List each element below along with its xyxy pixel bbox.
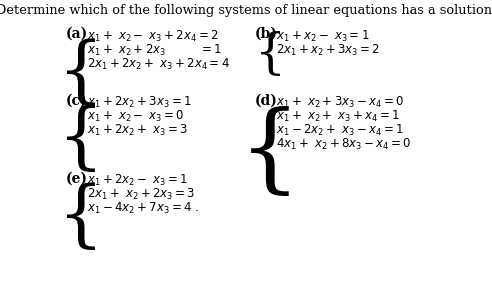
Text: $2x_1 + \ x_2 + 2x_3 = 3$: $2x_1 + \ x_2 + 2x_3 = 3$ (87, 187, 195, 202)
Text: $x_1 + \ x_2 + 2x_3 \qquad\quad = 1$: $x_1 + \ x_2 + 2x_3 \qquad\quad = 1$ (87, 43, 222, 58)
Text: (d): (d) (255, 94, 278, 108)
Text: (c): (c) (65, 94, 87, 108)
Text: (e): (e) (65, 172, 88, 186)
Text: $x_1 + x_2 - \ x_3 = 1$: $x_1 + x_2 - \ x_3 = 1$ (277, 29, 369, 44)
Text: {: { (58, 182, 104, 253)
Text: Determine which of the following systems of linear equations has a solution.: Determine which of the following systems… (0, 4, 492, 17)
Text: $x_1 + \ x_2 + \ x_3 + x_4 = 1$: $x_1 + \ x_2 + \ x_3 + x_4 = 1$ (277, 109, 400, 124)
Text: {: { (255, 31, 286, 78)
Text: $x_1 + \ x_2 - \ x_3 = 0$: $x_1 + \ x_2 - \ x_3 = 0$ (87, 109, 184, 124)
Text: $x_1 + 2x_2 + 3x_3 = 1$: $x_1 + 2x_2 + 3x_3 = 1$ (87, 95, 191, 110)
Text: $x_1 - 4x_2 + 7x_3 = 4 \ .$: $x_1 - 4x_2 + 7x_3 = 4 \ .$ (87, 201, 199, 216)
Text: $x_1 + 2x_2 + \ x_3 = 3$: $x_1 + 2x_2 + \ x_3 = 3$ (87, 123, 187, 138)
Text: $x_1 + \ x_2 - \ x_3 + 2x_4 = 2$: $x_1 + \ x_2 - \ x_3 + 2x_4 = 2$ (87, 29, 218, 44)
Text: $4x_1 + \ x_2 + 8x_3 - x_4 = 0$: $4x_1 + \ x_2 + 8x_3 - x_4 = 0$ (277, 137, 412, 152)
Text: $2x_1 + 2x_2 + \ x_3 + 2x_4 = 4$: $2x_1 + 2x_2 + \ x_3 + 2x_4 = 4$ (87, 57, 230, 72)
Text: {: { (58, 104, 104, 175)
Text: (a): (a) (65, 27, 88, 41)
Text: $x_1 - 2x_2 + \ x_3 - x_4 = 1$: $x_1 - 2x_2 + \ x_3 - x_4 = 1$ (277, 123, 404, 138)
Text: (b): (b) (255, 27, 278, 41)
Text: $x_1 + \ x_2 + 3x_3 - x_4 = 0$: $x_1 + \ x_2 + 3x_3 - x_4 = 0$ (277, 95, 404, 110)
Text: $x_1 + 2x_2 - \ x_3 = 1$: $x_1 + 2x_2 - \ x_3 = 1$ (87, 173, 187, 188)
Text: $2x_1 + x_2 + 3x_3 = 2$: $2x_1 + x_2 + 3x_3 = 2$ (277, 43, 380, 58)
Text: {: { (58, 38, 104, 109)
Text: {: { (239, 106, 301, 200)
